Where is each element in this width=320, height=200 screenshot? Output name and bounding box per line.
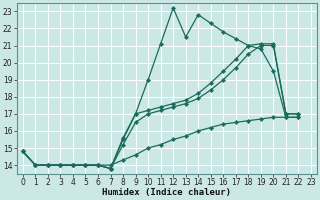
X-axis label: Humidex (Indice chaleur): Humidex (Indice chaleur) — [102, 188, 231, 197]
